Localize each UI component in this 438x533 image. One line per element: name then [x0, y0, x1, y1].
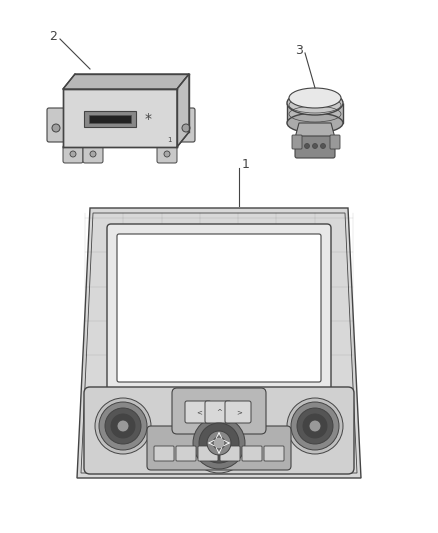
FancyBboxPatch shape [176, 446, 196, 461]
FancyBboxPatch shape [185, 401, 211, 423]
Polygon shape [63, 89, 177, 147]
Circle shape [70, 151, 76, 157]
Polygon shape [295, 123, 335, 138]
FancyBboxPatch shape [107, 224, 331, 392]
FancyBboxPatch shape [117, 234, 321, 382]
Circle shape [193, 417, 245, 469]
Text: *: * [145, 112, 152, 126]
Polygon shape [177, 74, 189, 147]
FancyBboxPatch shape [84, 111, 136, 127]
FancyBboxPatch shape [157, 145, 177, 163]
Circle shape [309, 420, 321, 432]
Text: 2: 2 [49, 29, 57, 43]
Circle shape [199, 423, 239, 463]
Circle shape [111, 414, 135, 438]
FancyBboxPatch shape [242, 446, 262, 461]
FancyBboxPatch shape [147, 426, 291, 470]
Polygon shape [77, 208, 361, 478]
Circle shape [99, 402, 147, 450]
FancyBboxPatch shape [205, 401, 231, 423]
FancyBboxPatch shape [177, 108, 195, 142]
Text: 3: 3 [295, 44, 303, 56]
FancyBboxPatch shape [225, 401, 251, 423]
Circle shape [304, 143, 310, 149]
Text: <: < [196, 409, 202, 415]
FancyBboxPatch shape [330, 135, 340, 149]
FancyBboxPatch shape [63, 145, 83, 163]
Circle shape [312, 143, 318, 149]
Circle shape [189, 413, 249, 473]
FancyBboxPatch shape [47, 108, 65, 142]
FancyBboxPatch shape [172, 388, 266, 434]
Circle shape [164, 151, 170, 157]
Circle shape [90, 151, 96, 157]
Polygon shape [63, 74, 189, 89]
Text: 1: 1 [167, 137, 172, 143]
FancyBboxPatch shape [292, 135, 302, 149]
Circle shape [95, 398, 151, 454]
Ellipse shape [287, 113, 343, 133]
Circle shape [117, 420, 129, 432]
FancyBboxPatch shape [83, 145, 103, 163]
FancyBboxPatch shape [264, 446, 284, 461]
Circle shape [321, 143, 325, 149]
Circle shape [105, 408, 141, 444]
FancyBboxPatch shape [89, 115, 131, 123]
Circle shape [291, 402, 339, 450]
FancyBboxPatch shape [295, 136, 335, 158]
Circle shape [207, 431, 231, 455]
Circle shape [52, 124, 60, 132]
Circle shape [303, 414, 327, 438]
FancyBboxPatch shape [154, 446, 174, 461]
Ellipse shape [287, 91, 343, 115]
Circle shape [182, 124, 190, 132]
Polygon shape [287, 103, 343, 123]
Circle shape [297, 408, 333, 444]
FancyBboxPatch shape [84, 387, 354, 474]
Circle shape [287, 398, 343, 454]
Text: 1: 1 [242, 157, 250, 171]
Text: ^: ^ [216, 409, 222, 415]
Text: >: > [236, 409, 242, 415]
FancyBboxPatch shape [198, 446, 218, 461]
Ellipse shape [289, 88, 341, 108]
Circle shape [213, 437, 225, 449]
FancyBboxPatch shape [220, 446, 240, 461]
